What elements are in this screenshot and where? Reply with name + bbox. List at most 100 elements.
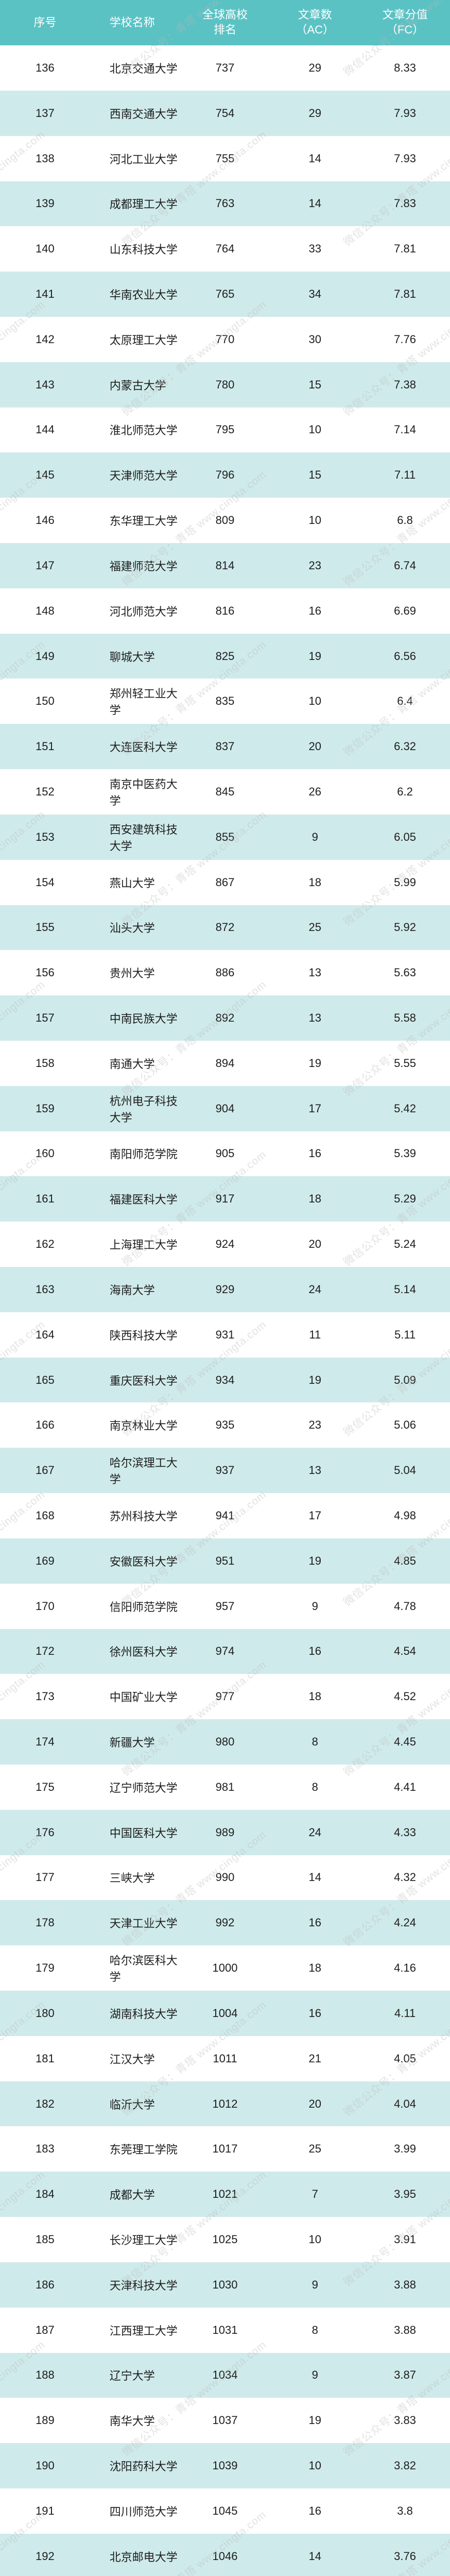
table-row: 161 福建医科大学 917 18 5.29 [0, 1176, 450, 1222]
cell-articles: 8 [311, 1735, 318, 1749]
cell-score: 6.69 [394, 604, 416, 617]
cell-global-rank: 1045 [212, 2504, 238, 2517]
cell-global-rank: 1039 [212, 2459, 238, 2472]
cell-global-rank: 1030 [212, 2278, 238, 2291]
cell-articles: 23 [308, 558, 322, 572]
cell-score: 7.93 [394, 106, 416, 120]
cell-index: 170 [36, 1599, 55, 1613]
table-row: 183 东莞理工学院 1017 25 3.99 [0, 2126, 450, 2172]
cell-articles: 23 [308, 1418, 322, 1432]
cell-score: 3.99 [394, 2142, 416, 2156]
cell-index: 158 [36, 1056, 55, 1070]
cell-score: 3.95 [394, 2188, 416, 2201]
cell-global-rank: 904 [215, 1101, 235, 1115]
cell-articles: 13 [308, 1011, 322, 1025]
cell-index: 151 [36, 740, 55, 753]
cell-articles: 11 [309, 1328, 321, 1341]
cell-score: 5.06 [394, 1418, 416, 1432]
cell-articles: 14 [308, 2549, 322, 2563]
cell-index: 176 [36, 1825, 55, 1839]
cell-school: 华南农业大学 [109, 289, 178, 302]
cell-index: 153 [36, 830, 55, 843]
cell-index: 149 [36, 649, 55, 663]
cell-index: 145 [36, 468, 55, 482]
cell-school: 上海理工大学 [109, 1239, 178, 1252]
cell-school: 聊城大学 [109, 650, 155, 664]
cell-global-rank: 1000 [212, 1961, 238, 1975]
table-row: 150 郑州轻工业大学 835 10 6.4 [0, 679, 450, 724]
cell-score: 7.14 [394, 423, 416, 436]
table-row: 143 内蒙古大学 780 15 7.38 [0, 362, 450, 408]
cell-index: 144 [36, 423, 55, 436]
cell-index: 137 [36, 106, 55, 120]
cell-articles: 13 [308, 966, 322, 979]
cell-global-rank: 737 [215, 61, 235, 74]
cell-school: 哈尔滨医科大学 [109, 1954, 178, 1984]
cell-global-rank: 825 [215, 649, 235, 663]
table-row: 173 中国矿业大学 977 18 4.52 [0, 1674, 450, 1720]
cell-index: 154 [36, 875, 55, 889]
cell-global-rank: 1012 [212, 2097, 238, 2110]
cell-score: 4.54 [394, 1645, 416, 1658]
cell-global-rank: 1011 [213, 2052, 237, 2065]
cell-global-rank: 770 [215, 332, 235, 346]
table-row: 138 河北工业大学 755 14 7.93 [0, 135, 450, 181]
table-row: 184 成都大学 1021 7 3.95 [0, 2172, 450, 2217]
cell-articles: 9 [311, 1599, 318, 1613]
table-row: 160 南阳师范学院 905 16 5.39 [0, 1131, 450, 1177]
cell-index: 165 [36, 1373, 55, 1386]
cell-score: 5.55 [394, 1056, 416, 1070]
table-row: 180 湖南科技大学 1004 16 4.11 [0, 1991, 450, 2036]
table-row: 162 上海理工大学 924 20 5.24 [0, 1222, 450, 1267]
cell-global-rank: 809 [215, 514, 235, 527]
table-row: 139 成都理工大学 763 14 7.83 [0, 181, 450, 227]
cell-articles: 16 [308, 1916, 322, 1929]
table-row: 168 苏州科技大学 941 17 4.98 [0, 1493, 450, 1538]
cell-articles: 16 [308, 1645, 322, 1658]
table-row: 174 新疆大学 980 8 4.45 [0, 1719, 450, 1765]
cell-school: 重庆医科大学 [109, 1374, 178, 1387]
cell-global-rank: 981 [215, 1780, 235, 1793]
cell-index: 141 [36, 287, 55, 301]
cell-school: 福建医科大学 [109, 1193, 178, 1207]
cell-school: 南华大学 [109, 2415, 155, 2428]
table-row: 192 北京邮电大学 1046 14 3.76 [0, 2533, 450, 2576]
cell-articles: 17 [308, 1509, 322, 1522]
cell-global-rank: 935 [215, 1418, 235, 1432]
cell-global-rank: 980 [215, 1735, 235, 1749]
cell-school: 中南民族大学 [109, 1012, 178, 1026]
cell-score: 4.32 [394, 1871, 416, 1884]
cell-school: 徐州医科大学 [109, 1646, 178, 1659]
cell-score: 4.24 [394, 1916, 416, 1929]
cell-articles: 14 [308, 197, 322, 210]
table-row: 136 北京交通大学 737 29 8.33 [0, 45, 450, 91]
cell-index: 148 [36, 604, 55, 617]
cell-articles: 16 [308, 1147, 322, 1160]
cell-global-rank: 937 [215, 1464, 235, 1477]
table-row: 165 重庆医科大学 934 19 5.09 [0, 1357, 450, 1403]
cell-school: 三峡大学 [109, 1872, 155, 1885]
column-header-score-line1: 文章分值 [382, 8, 428, 21]
table-row: 170 信阳师范学院 957 9 4.78 [0, 1583, 450, 1629]
cell-school: 南京林业大学 [109, 1419, 178, 1433]
cell-global-rank: 855 [215, 830, 235, 843]
cell-articles: 21 [308, 2052, 322, 2065]
cell-articles: 18 [308, 875, 322, 889]
cell-school: 汕头大学 [109, 922, 155, 935]
cell-school: 信阳师范学院 [109, 1600, 178, 1614]
cell-global-rank: 1034 [212, 2368, 238, 2382]
cell-global-rank: 917 [215, 1192, 235, 1206]
cell-school: 北京邮电大学 [109, 2550, 178, 2564]
cell-articles: 19 [308, 1554, 322, 1567]
table-row: 189 南华大学 1037 19 3.83 [0, 2398, 450, 2444]
cell-score: 6.4 [397, 694, 413, 708]
cell-score: 3.83 [394, 2414, 416, 2427]
cell-score: 5.42 [394, 1101, 416, 1115]
cell-score: 3.88 [394, 2278, 416, 2291]
table-row: 157 中南民族大学 892 13 5.58 [0, 995, 450, 1041]
cell-index: 185 [36, 2232, 55, 2246]
cell-articles: 8 [311, 1780, 318, 1793]
table-row: 166 南京林业大学 935 23 5.06 [0, 1402, 450, 1448]
